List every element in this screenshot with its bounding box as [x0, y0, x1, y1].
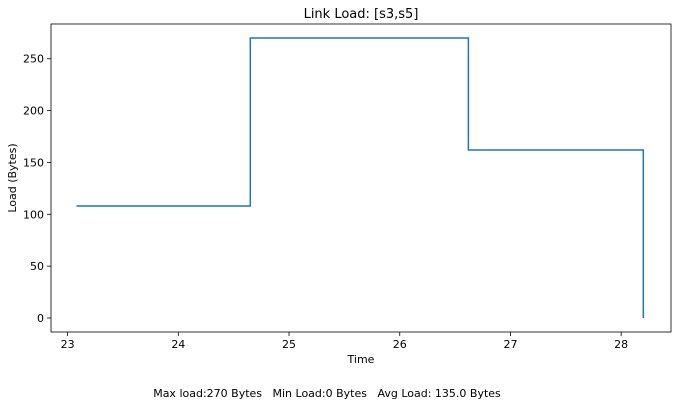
x-tick-label: 25: [282, 338, 296, 351]
y-axis-ticks: 0 50 100 150 200 250: [23, 53, 51, 325]
plot-area: [50, 23, 672, 333]
y-axis-label: Load (Bytes): [6, 143, 19, 212]
x-tick-label: 27: [503, 338, 517, 351]
series-line: [76, 37, 645, 318]
y-tick-label: 50: [30, 260, 44, 273]
y-tick-label: 250: [23, 53, 44, 66]
x-tick-label: 26: [393, 338, 407, 351]
x-axis-ticks: 23 24 25 26 27 28: [61, 332, 628, 351]
load-summary-footer: Max load:270 Bytes Min Load:0 Bytes Avg …: [153, 387, 501, 400]
y-tick-label: 100: [23, 208, 44, 221]
y-tick-label: 0: [37, 312, 44, 325]
x-tick-label: 23: [61, 338, 75, 351]
chart-title: Link Load: [s3,s5]: [304, 7, 419, 22]
y-tick-label: 150: [23, 156, 44, 169]
y-tick-label: 200: [23, 105, 44, 118]
x-tick-label: 24: [171, 338, 185, 351]
x-tick-label: 28: [614, 338, 628, 351]
x-axis-label: Time: [347, 353, 375, 366]
